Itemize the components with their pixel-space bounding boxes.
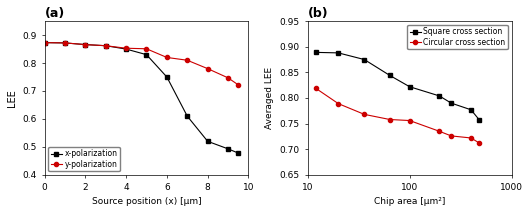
Square cross section: [335, 52, 341, 54]
y-polarization: [82, 43, 89, 46]
x-polarization: [143, 53, 149, 56]
Line: y-polarization: y-polarization: [42, 40, 240, 87]
y-polarization: [184, 59, 190, 62]
y-polarization: [235, 83, 242, 86]
Circular cross section: [313, 87, 319, 89]
x-polarization: [82, 43, 89, 46]
Circular cross section: [407, 119, 413, 122]
Circular cross section: [468, 137, 474, 139]
x-polarization: [184, 115, 190, 117]
X-axis label: Source position (x) [μm]: Source position (x) [μm]: [92, 197, 201, 206]
Y-axis label: Averaged LEE: Averaged LEE: [266, 67, 275, 129]
Circular cross section: [361, 113, 367, 116]
y-polarization: [41, 41, 48, 44]
Legend: Square cross section, Circular cross section: Square cross section, Circular cross sec…: [407, 25, 508, 49]
x-polarization: [225, 148, 231, 150]
Legend: x-polarization, y-polarization: x-polarization, y-polarization: [48, 147, 120, 171]
Square cross section: [436, 95, 443, 97]
Y-axis label: LEE: LEE: [7, 89, 17, 107]
y-polarization: [143, 47, 149, 50]
Circular cross section: [476, 142, 483, 144]
Square cross section: [448, 102, 454, 104]
Circular cross section: [436, 130, 443, 132]
Text: (b): (b): [307, 7, 328, 20]
Square cross section: [468, 108, 474, 111]
x-polarization: [102, 45, 109, 47]
X-axis label: Chip area [μm²]: Chip area [μm²]: [374, 197, 445, 206]
x-polarization: [205, 140, 211, 142]
y-polarization: [123, 47, 129, 49]
y-polarization: [102, 45, 109, 47]
Circular cross section: [448, 135, 454, 137]
Circular cross section: [335, 102, 341, 105]
y-polarization: [61, 42, 68, 44]
x-polarization: [41, 41, 48, 44]
x-polarization: [61, 42, 68, 44]
Text: (a): (a): [45, 7, 65, 20]
y-polarization: [205, 67, 211, 70]
x-polarization: [164, 76, 170, 78]
y-polarization: [164, 56, 170, 59]
y-polarization: [225, 77, 231, 79]
Square cross section: [313, 51, 319, 54]
x-polarization: [123, 48, 129, 50]
Square cross section: [361, 58, 367, 61]
Circular cross section: [387, 118, 393, 121]
Square cross section: [407, 85, 413, 88]
Line: Circular cross section: Circular cross section: [314, 86, 481, 145]
Line: x-polarization: x-polarization: [42, 40, 240, 155]
Square cross section: [387, 74, 393, 77]
Square cross section: [476, 119, 483, 121]
x-polarization: [235, 152, 242, 154]
Line: Square cross section: Square cross section: [314, 50, 481, 122]
